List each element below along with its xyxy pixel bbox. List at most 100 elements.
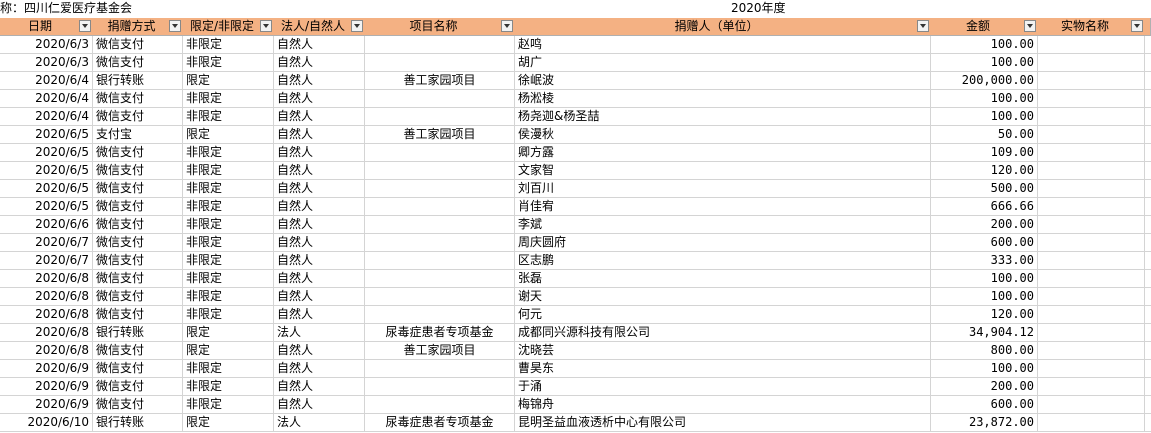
date-cell: 2020/6/8 [0,288,93,306]
donor-cell: 刘百川 [515,180,931,198]
restriction-cell: 非限定 [183,54,274,72]
donor-cell: 肖佳宥 [515,198,931,216]
amount-cell: 200.00 [931,378,1038,396]
filter-button[interactable] [79,20,91,32]
donor-cell: 杨淞棱 [515,90,931,108]
item-cell [1038,198,1145,216]
item-cell [1038,360,1145,378]
column-header: 金额 [931,18,1039,36]
project-cell: 善工家园项目 [365,342,515,360]
date-cell: 2020/6/8 [0,342,93,360]
amount-cell: 100.00 [931,108,1038,126]
amount-cell: 120.00 [931,306,1038,324]
amount-cell: 100.00 [931,90,1038,108]
column-header: 项目名称 [365,18,516,36]
donor-cell: 梅锦舟 [515,396,931,414]
item-cell [1038,234,1145,252]
donor-type-cell: 自然人 [274,90,365,108]
amount-cell: 100.00 [931,36,1038,54]
donor-type-cell: 法人 [274,414,365,432]
date-cell: 2020/6/5 [0,198,93,216]
amount-cell: 666.66 [931,198,1038,216]
project-cell: 尿毒症患者专项基金 [365,324,515,342]
donor-type-cell: 自然人 [274,180,365,198]
item-cell [1038,414,1145,432]
date-cell: 2020/6/3 [0,54,93,72]
filler-cell [1145,126,1151,144]
donor-cell: 李斌 [515,216,931,234]
method-cell: 微信支付 [93,252,183,270]
donor-type-cell: 自然人 [274,216,365,234]
date-cell: 2020/6/7 [0,252,93,270]
restriction-cell: 非限定 [183,216,274,234]
donor-cell: 文家智 [515,162,931,180]
filler-cell [1145,396,1151,414]
amount-cell: 100.00 [931,270,1038,288]
filter-button[interactable] [351,20,363,32]
item-cell [1038,36,1145,54]
filter-button[interactable] [917,20,929,32]
filter-button[interactable] [501,20,513,32]
donor-type-cell: 自然人 [274,342,365,360]
method-cell: 微信支付 [93,54,183,72]
date-cell: 2020/6/3 [0,36,93,54]
donor-cell: 周庆圆府 [515,234,931,252]
filler-cell [1145,90,1151,108]
amount-cell: 34,904.12 [931,324,1038,342]
filler-cell [1145,198,1151,216]
column-header: 限定/非限定 [183,18,275,36]
project-cell [365,198,515,216]
item-cell [1038,306,1145,324]
filler-cell [1145,252,1151,270]
donor-type-cell: 自然人 [274,144,365,162]
amount-cell: 800.00 [931,342,1038,360]
restriction-cell: 非限定 [183,198,274,216]
donor-cell: 徐岷波 [515,72,931,90]
item-cell [1038,54,1145,72]
donor-type-cell: 自然人 [274,198,365,216]
method-cell: 微信支付 [93,198,183,216]
donor-cell: 赵鸣 [515,36,931,54]
project-cell [365,396,515,414]
donor-cell: 曹昊东 [515,360,931,378]
date-cell: 2020/6/5 [0,162,93,180]
item-cell [1038,90,1145,108]
method-cell: 银行转账 [93,72,183,90]
restriction-cell: 非限定 [183,396,274,414]
donor-type-cell: 自然人 [274,234,365,252]
project-cell [365,252,515,270]
item-cell [1038,378,1145,396]
method-cell: 微信支付 [93,144,183,162]
donor-type-cell: 自然人 [274,72,365,90]
method-cell: 微信支付 [93,162,183,180]
org-title: 称：四川仁爱医疗基金会 [0,1,133,15]
column-header: 日期 [0,18,94,36]
amount-cell: 23,872.00 [931,414,1038,432]
item-cell [1038,162,1145,180]
method-cell: 微信支付 [93,378,183,396]
column-header: 法人/自然人 [274,18,366,36]
filler-cell [1145,180,1151,198]
filler-cell [1145,270,1151,288]
method-cell: 微信支付 [93,234,183,252]
project-cell [365,180,515,198]
filter-button[interactable] [260,20,272,32]
donor-type-cell: 自然人 [274,360,365,378]
amount-cell: 100.00 [931,288,1038,306]
date-cell: 2020/6/9 [0,360,93,378]
project-cell [365,108,515,126]
donor-type-cell: 自然人 [274,162,365,180]
donor-type-cell: 自然人 [274,288,365,306]
filter-button[interactable] [1131,20,1143,32]
filter-button[interactable] [1024,20,1036,32]
project-cell [365,36,515,54]
donor-type-cell: 自然人 [274,306,365,324]
donor-cell: 昆明圣益血液透析中心有限公司 [515,414,931,432]
filter-button[interactable] [169,20,181,32]
method-cell: 微信支付 [93,342,183,360]
method-cell: 微信支付 [93,396,183,414]
project-cell [365,288,515,306]
filler-cell [1145,288,1151,306]
restriction-cell: 非限定 [183,306,274,324]
date-cell: 2020/6/4 [0,108,93,126]
